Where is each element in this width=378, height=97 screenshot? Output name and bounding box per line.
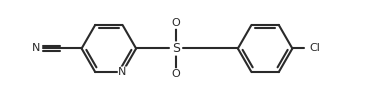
- Text: N: N: [118, 67, 127, 77]
- Text: O: O: [172, 18, 181, 28]
- Text: N: N: [32, 43, 40, 54]
- Text: O: O: [172, 69, 181, 79]
- Text: S: S: [172, 42, 180, 55]
- Text: Cl: Cl: [309, 43, 320, 54]
